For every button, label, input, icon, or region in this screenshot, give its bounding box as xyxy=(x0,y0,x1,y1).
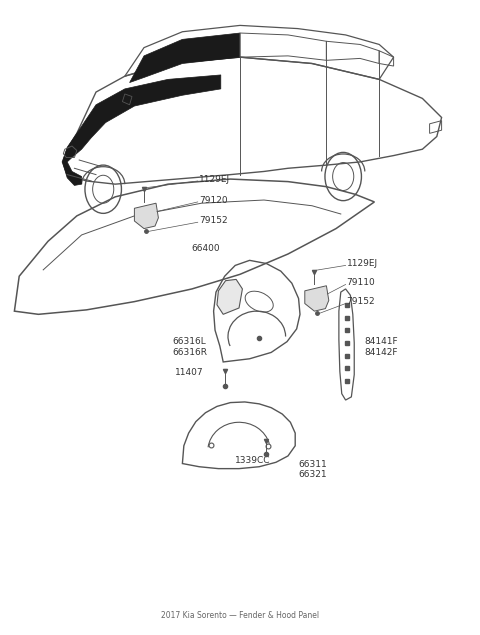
Text: 66311: 66311 xyxy=(299,460,327,469)
Text: 66321: 66321 xyxy=(299,471,327,479)
Text: 66316R: 66316R xyxy=(173,348,208,357)
Text: 79120: 79120 xyxy=(199,196,228,204)
Text: 79110: 79110 xyxy=(347,278,375,287)
Text: 1129EJ: 1129EJ xyxy=(199,175,230,184)
Text: 66400: 66400 xyxy=(191,244,220,253)
Polygon shape xyxy=(134,203,158,229)
Text: 84141F: 84141F xyxy=(365,337,398,346)
Text: 2017 Kia Sorento — Fender & Hood Panel: 2017 Kia Sorento — Fender & Hood Panel xyxy=(161,612,319,620)
Polygon shape xyxy=(62,75,221,185)
Text: 79152: 79152 xyxy=(199,216,228,225)
Text: 66316L: 66316L xyxy=(173,337,206,346)
Text: 84142F: 84142F xyxy=(365,348,398,357)
Polygon shape xyxy=(305,286,329,311)
Text: 1339CC: 1339CC xyxy=(235,456,271,465)
Polygon shape xyxy=(130,33,240,83)
Text: 11407: 11407 xyxy=(175,368,204,377)
Text: 1129EJ: 1129EJ xyxy=(347,259,378,268)
Text: 79152: 79152 xyxy=(347,297,375,306)
Polygon shape xyxy=(217,279,242,314)
